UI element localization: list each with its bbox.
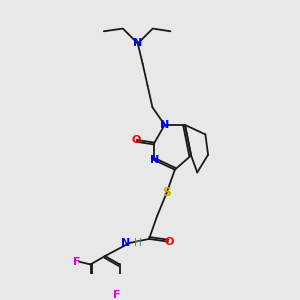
Text: N: N <box>133 38 142 49</box>
Text: O: O <box>132 135 141 145</box>
Text: H: H <box>134 238 142 248</box>
Text: F: F <box>113 290 121 300</box>
Text: N: N <box>160 120 169 130</box>
Text: O: O <box>165 237 174 247</box>
Text: S: S <box>162 186 171 199</box>
Text: N: N <box>150 155 159 165</box>
Text: N: N <box>121 238 130 248</box>
Text: F: F <box>73 257 81 267</box>
